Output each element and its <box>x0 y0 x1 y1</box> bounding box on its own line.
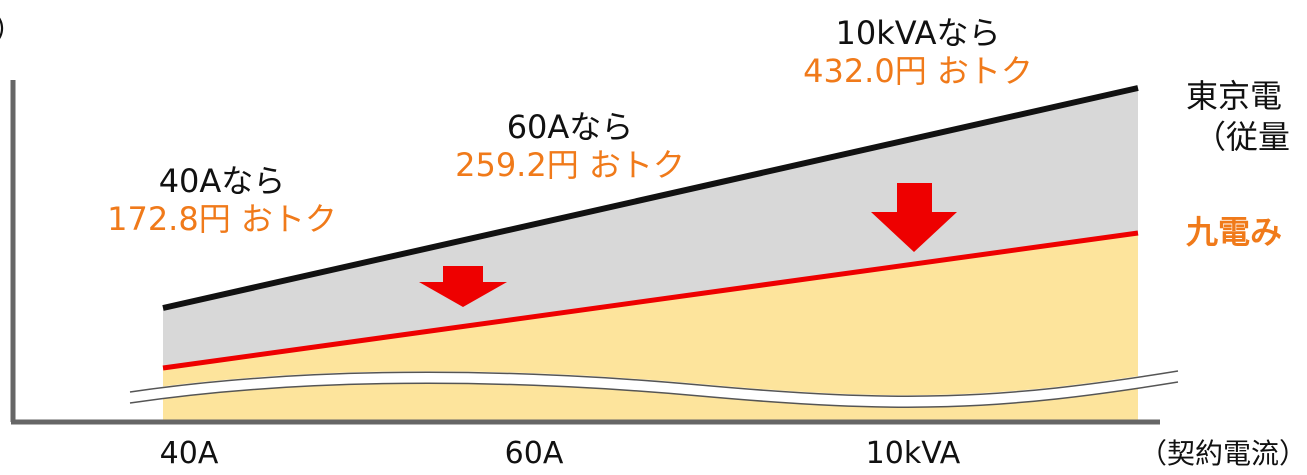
annotation-40a-saving: 172.8円 おトク <box>107 200 337 238</box>
annotation-10kva-label: 10kVAなら <box>836 14 1001 52</box>
x-tick-label-60a: 60A <box>505 436 564 471</box>
annotation-40a-label: 40Aなら <box>159 162 286 200</box>
down-arrow-small <box>419 266 507 307</box>
x-tick-label-40a: 40A <box>160 436 219 471</box>
x-axis-label: （契約電流） <box>1139 437 1307 470</box>
series-line-tokyo <box>162 85 1139 311</box>
annotation-10kva-saving: 432.0円 おトク <box>803 52 1033 90</box>
savings-area <box>163 88 1138 368</box>
axis-break-line-lower <box>129 381 1179 408</box>
series-line-kyuden <box>162 230 1139 371</box>
axis-break-line-upper <box>129 370 1179 397</box>
down-arrow-large <box>871 183 957 252</box>
annotation-60a-label: 60Aなら <box>507 108 634 146</box>
x-tick-label-10kva: 10kVA <box>866 436 961 471</box>
y-axis-unit: ） <box>0 13 24 48</box>
axis-break-white <box>129 370 1179 408</box>
legend-tokyo-name: 東京電 <box>1186 77 1282 115</box>
legend-kyuden-name: 九電み <box>1186 213 1282 251</box>
annotation-60a-saving: 259.2円 おトク <box>455 146 685 184</box>
legend-tokyo-subname: （従量 <box>1194 118 1290 156</box>
